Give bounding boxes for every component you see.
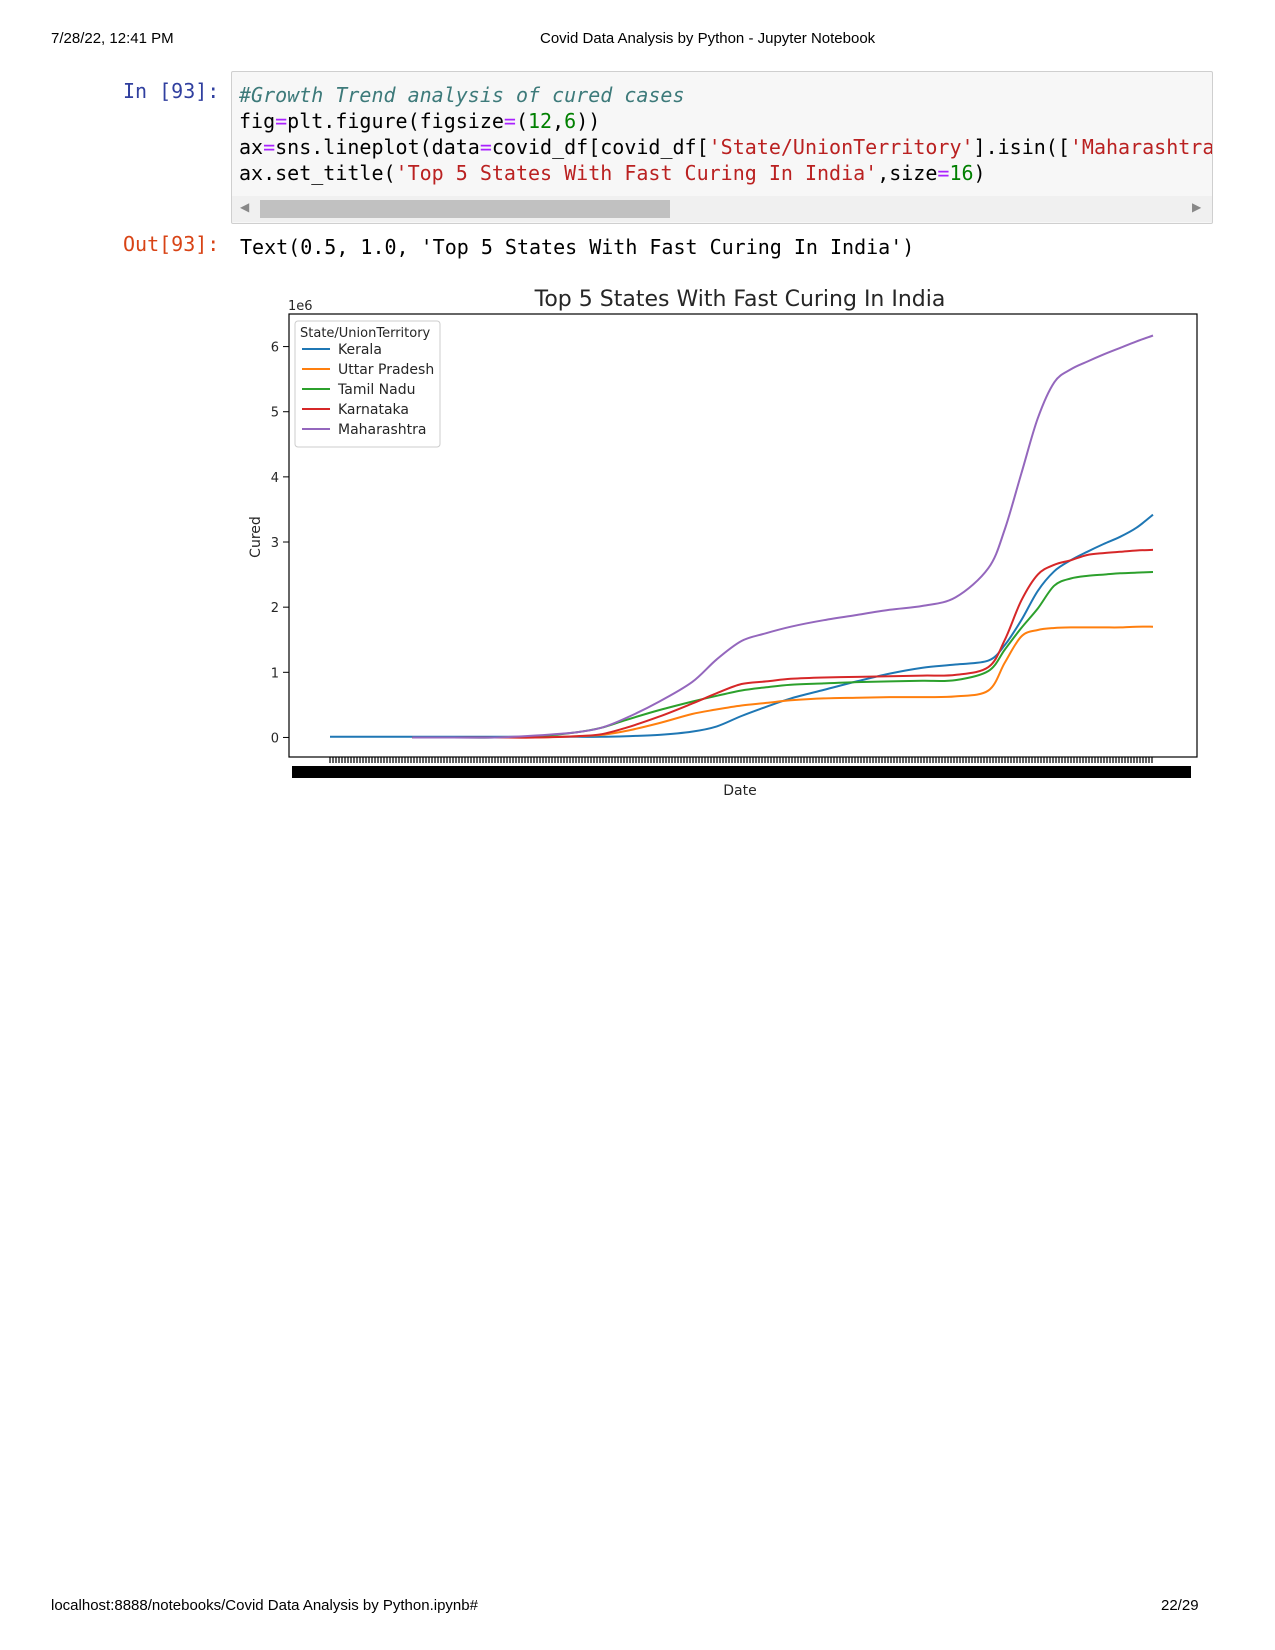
legend-label-karnataka: Karnataka bbox=[338, 402, 409, 418]
series-line-kerala bbox=[329, 513, 1154, 738]
print-page-title: Covid Data Analysis by Python - Jupyter … bbox=[540, 30, 876, 47]
x-axis-label: Date bbox=[723, 783, 756, 799]
legend-label-kerala: Kerala bbox=[338, 342, 382, 358]
chart-title: Top 5 States With Fast Curing In India bbox=[534, 287, 946, 312]
scrollbar-thumb[interactable] bbox=[260, 200, 670, 218]
y-tick-label: 2 bbox=[271, 601, 279, 616]
input-prompt: In [93]: bbox=[123, 79, 220, 103]
legend-label-uttar-pradesh: Uttar Pradesh bbox=[338, 362, 434, 378]
code-cell[interactable]: #Growth Trend analysis of cured cases fi… bbox=[231, 71, 1213, 224]
legend: State/UnionTerritory Kerala Uttar Pradesh… bbox=[294, 320, 441, 448]
code-line-3: ax=sns.lineplot(data=covid_df[covid_df['… bbox=[239, 135, 1213, 159]
print-page-number: 22/29 bbox=[1161, 1597, 1199, 1614]
x-axis-ticks bbox=[329, 757, 1153, 763]
series-line-karnataka bbox=[412, 548, 1154, 739]
plot-frame bbox=[288, 313, 1198, 758]
y-offset-label: 1e6 bbox=[288, 299, 313, 314]
y-axis: 0 1 2 3 4 5 6 bbox=[271, 341, 289, 746]
series-line-tamil-nadu bbox=[412, 571, 1154, 739]
y-tick-label: 4 bbox=[271, 471, 279, 486]
scroll-right-arrow-icon[interactable]: ▶ bbox=[1192, 200, 1202, 214]
print-url: localhost:8888/notebooks/Covid Data Anal… bbox=[51, 1597, 478, 1614]
scroll-left-arrow-icon[interactable]: ◀ bbox=[240, 200, 250, 214]
y-tick-label: 0 bbox=[271, 731, 279, 746]
legend-label-maharashtra: Maharashtra bbox=[338, 422, 426, 438]
y-tick-label: 1 bbox=[271, 666, 279, 681]
series-line-uttar-pradesh bbox=[412, 625, 1154, 739]
y-tick-label: 3 bbox=[271, 536, 279, 551]
y-axis-label: Cured bbox=[248, 516, 264, 558]
series-lines bbox=[329, 334, 1154, 739]
legend-box bbox=[294, 320, 441, 448]
output-prompt: Out[93]: bbox=[123, 232, 220, 256]
horizontal-scrollbar[interactable]: ◀ ▶ bbox=[232, 196, 1212, 222]
legend-title: State/UnionTerritory bbox=[300, 326, 431, 341]
code-line-4: ax.set_title('Top 5 States With Fast Cur… bbox=[239, 161, 986, 185]
y-tick-label: 5 bbox=[271, 406, 279, 421]
code-line-2: fig=plt.figure(figsize=(12,6)) bbox=[239, 109, 601, 133]
code-comment: #Growth Trend analysis of cured cases bbox=[239, 83, 685, 107]
legend-label-tamil-nadu: Tamil Nadu bbox=[337, 382, 416, 398]
x-tick-labels-overlap bbox=[292, 766, 1191, 778]
y-tick-label: 6 bbox=[271, 341, 279, 356]
print-datetime: 7/28/22, 12:41 PM bbox=[51, 30, 174, 47]
series-line-maharashtra bbox=[412, 334, 1154, 739]
output-text: Text(0.5, 1.0, 'Top 5 States With Fast C… bbox=[240, 235, 915, 259]
